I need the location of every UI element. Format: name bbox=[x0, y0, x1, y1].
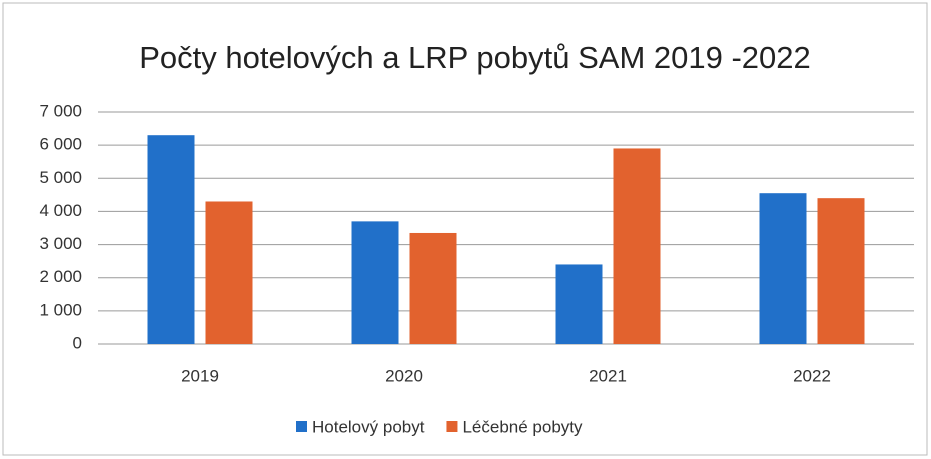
legend-swatch bbox=[446, 421, 458, 432]
y-tick-label: 3 000 bbox=[39, 234, 82, 253]
y-tick-label: 4 000 bbox=[39, 201, 82, 220]
bar bbox=[817, 198, 865, 344]
x-tick-label: 2021 bbox=[589, 366, 627, 385]
y-tick-label: 2 000 bbox=[39, 267, 82, 286]
bar bbox=[409, 232, 457, 344]
bar bbox=[555, 264, 603, 344]
x-tick-label: 2022 bbox=[793, 366, 831, 385]
y-tick-label: 6 000 bbox=[39, 135, 82, 154]
chart-title: Počty hotelových a LRP pobytů SAM 2019 -… bbox=[139, 40, 811, 75]
y-tick-label: 7 000 bbox=[39, 101, 82, 120]
legend-label: Hotelový pobyt bbox=[312, 417, 425, 436]
bar bbox=[613, 148, 661, 344]
y-tick-label: 0 bbox=[73, 333, 82, 352]
bar bbox=[205, 201, 253, 344]
bar bbox=[351, 221, 399, 344]
y-tick-label: 5 000 bbox=[39, 168, 82, 187]
legend-swatch bbox=[296, 421, 307, 432]
x-tick-label: 2019 bbox=[181, 366, 219, 385]
bar bbox=[147, 135, 195, 344]
legend-label: Léčebné pobyty bbox=[462, 417, 583, 436]
x-tick-label: 2020 bbox=[385, 366, 423, 385]
y-tick-label: 1 000 bbox=[39, 300, 82, 319]
bar bbox=[759, 193, 807, 344]
